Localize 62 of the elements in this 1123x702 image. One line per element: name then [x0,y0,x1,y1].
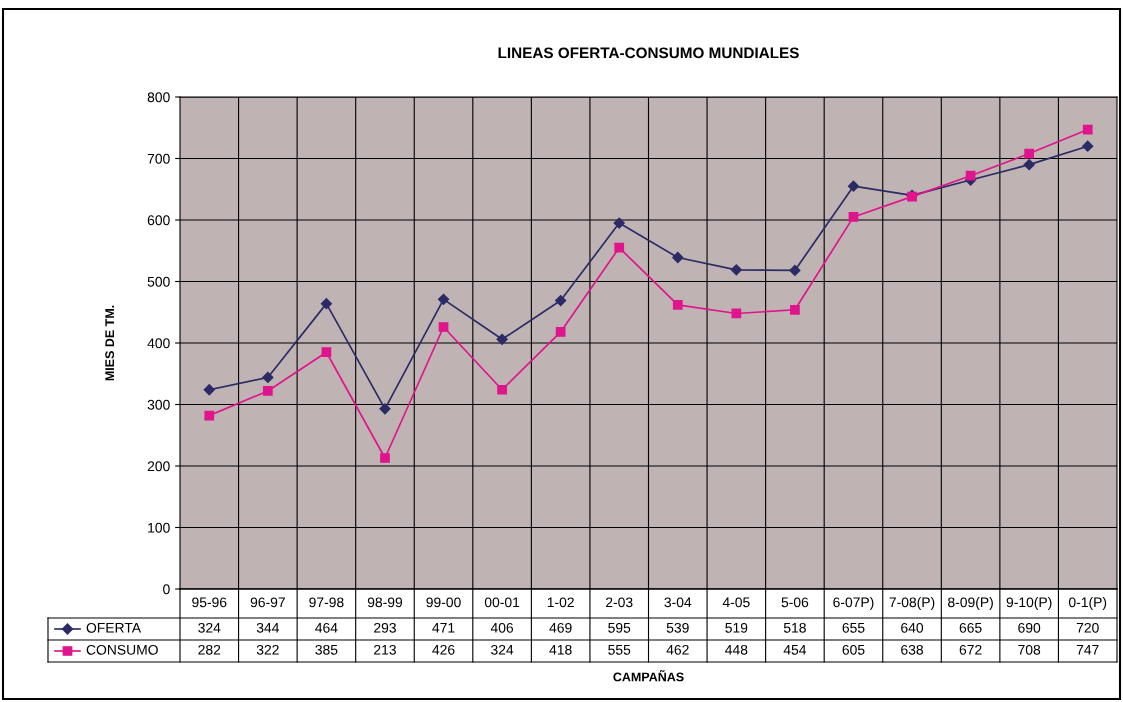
y-tick-label: 400 [147,338,170,349]
x-tick-label: 2-03 [606,597,633,608]
data-label: 213 [374,644,396,655]
legend-label: CONSUMO [86,644,158,655]
data-label: 324 [198,622,221,633]
data-label: 293 [374,622,396,633]
data-label: 464 [315,622,338,633]
y-tick-label: 600 [147,215,170,226]
data-label: 640 [901,622,924,633]
data-label: 519 [725,622,748,633]
data-label: 324 [491,644,514,655]
data-label: 708 [1018,644,1041,655]
data-label: 638 [901,644,924,655]
data-label: 406 [490,622,514,633]
y-tick-label: 100 [148,522,170,533]
data-label: 539 [666,622,689,633]
y-tick-label: 200 [147,461,170,472]
data-label: 747 [1076,645,1099,655]
y-axis-title: MIES DE TM. [105,305,115,381]
data-label: 555 [608,645,631,655]
y-tick-label: 300 [147,399,170,410]
x-tick-label: 3-04 [664,597,692,608]
x-tick-label: 4-05 [722,597,750,608]
data-label: 690 [1018,622,1041,633]
data-label: 672 [959,644,982,655]
x-tick-label: 7-08(P) [889,597,935,610]
data-label: 595 [608,622,631,633]
data-label: 426 [432,644,455,655]
data-label: 418 [549,644,572,655]
data-label: 385 [315,644,338,655]
data-label: 344 [256,622,280,633]
y-tick-label: 800 [147,92,170,103]
data-label: 469 [549,622,572,633]
legend-label: OFERTA [86,622,142,633]
data-label: 454 [783,645,807,655]
y-tick-label: 700 [147,153,170,164]
data-label: 282 [198,644,221,655]
x-tick-label: 9-10(P) [1006,597,1052,610]
data-label: 655 [842,622,865,633]
x-tick-label: 96-97 [250,597,285,608]
x-tick-label: 99-00 [426,597,461,608]
x-tick-label: 98-99 [367,597,403,608]
y-tick-label: 500 [147,276,170,287]
chart-title: LINEAS OFERTA-CONSUMO MUNDIALES [498,47,799,59]
data-label: 518 [783,622,806,633]
x-tick-label: 6-07P) [833,597,874,610]
x-tick-label: 1-02 [547,597,574,608]
x-axis-title: CAMPAÑAS [613,670,684,682]
data-label: 471 [432,623,455,633]
data-label: 322 [256,644,279,655]
x-tick-label: 95-96 [192,597,227,608]
x-tick-label: 00-01 [484,597,520,608]
x-tick-label: 8-09(P) [948,597,993,610]
data-label: 665 [959,622,982,633]
x-tick-label: 0-1(P) [1068,597,1107,610]
data-label: 605 [842,644,865,655]
x-tick-label: 97-98 [309,597,344,608]
data-label: 720 [1076,622,1099,633]
x-tick-label: 5-06 [781,597,809,608]
data-label: 462 [666,644,689,655]
data-label: 448 [725,644,748,655]
y-tick-label: 0 [163,584,170,595]
